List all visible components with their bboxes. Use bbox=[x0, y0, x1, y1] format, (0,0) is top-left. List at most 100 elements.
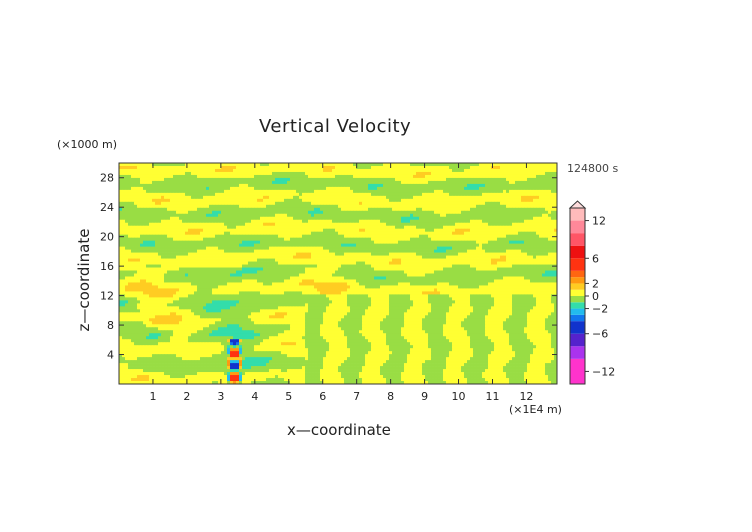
heatmap-cell bbox=[386, 165, 390, 170]
heatmap-cell bbox=[497, 231, 501, 236]
heatmap-cell bbox=[206, 171, 210, 176]
heatmap-cell bbox=[131, 228, 135, 233]
heatmap-cell bbox=[371, 255, 375, 259]
heatmap-cell bbox=[224, 189, 228, 194]
heatmap-cell bbox=[452, 237, 456, 241]
heatmap-cell bbox=[404, 249, 408, 253]
heatmap-cell bbox=[431, 189, 435, 194]
heatmap-cell bbox=[239, 228, 243, 233]
heatmap-cell bbox=[251, 183, 255, 188]
heatmap-cell bbox=[407, 207, 411, 212]
heatmap-cell bbox=[428, 237, 432, 241]
heatmap-cell bbox=[161, 174, 165, 179]
heatmap-cell bbox=[443, 204, 447, 209]
heatmap-cell bbox=[464, 249, 468, 253]
heatmap-cell bbox=[524, 258, 528, 262]
heatmap-cell bbox=[215, 243, 219, 247]
heatmap-cell bbox=[179, 168, 183, 173]
heatmap-cell bbox=[482, 201, 486, 206]
heatmap-cell bbox=[152, 261, 156, 265]
heatmap-cell bbox=[158, 213, 162, 218]
heatmap-cell bbox=[353, 261, 357, 265]
heatmap-cell bbox=[293, 234, 297, 239]
heatmap-cell bbox=[512, 243, 516, 247]
heatmap-cell bbox=[371, 234, 375, 239]
heatmap-cell bbox=[296, 234, 300, 239]
heatmap-cell bbox=[428, 171, 432, 176]
heatmap-cell bbox=[278, 163, 282, 167]
heatmap-cell bbox=[353, 252, 357, 256]
heatmap-cell bbox=[368, 222, 372, 227]
heatmap-cell bbox=[368, 252, 372, 256]
heatmap-cell bbox=[269, 261, 273, 265]
heatmap-cell bbox=[347, 198, 351, 203]
heatmap-cell bbox=[335, 231, 339, 236]
heatmap-cell bbox=[281, 201, 285, 206]
heatmap-cell bbox=[497, 246, 501, 250]
heatmap-cell bbox=[215, 237, 219, 241]
heatmap-cell bbox=[215, 207, 219, 212]
heatmap-cell bbox=[308, 258, 312, 262]
heatmap-cell bbox=[122, 168, 126, 173]
heatmap-cell bbox=[236, 186, 240, 191]
heatmap-cell bbox=[230, 261, 234, 265]
heatmap-cell bbox=[128, 201, 132, 206]
heatmap-cell bbox=[410, 246, 414, 250]
heatmap-cell bbox=[209, 255, 213, 259]
heatmap-cell bbox=[533, 195, 537, 200]
heatmap-cell bbox=[131, 213, 135, 218]
heatmap-cell bbox=[233, 258, 237, 262]
heatmap-cell bbox=[302, 225, 306, 230]
heatmap-cell bbox=[224, 210, 228, 215]
heatmap-cell bbox=[458, 171, 462, 176]
heatmap-cell bbox=[233, 165, 237, 170]
heatmap-cell bbox=[125, 183, 129, 188]
heatmap-cell bbox=[545, 258, 549, 262]
heatmap-cell bbox=[194, 195, 198, 200]
heatmap-cell bbox=[119, 165, 123, 170]
heatmap-cell bbox=[299, 252, 303, 256]
heatmap-cell bbox=[350, 168, 354, 173]
heatmap-cell bbox=[437, 243, 441, 247]
heatmap-cell bbox=[251, 261, 255, 265]
heatmap-cell bbox=[353, 163, 357, 167]
heatmap-cell bbox=[530, 195, 534, 200]
heatmap-cell bbox=[200, 249, 204, 253]
heatmap-cell bbox=[515, 192, 519, 197]
heatmap-cell bbox=[470, 183, 474, 188]
heatmap-cell bbox=[302, 195, 306, 200]
heatmap-cell bbox=[266, 258, 270, 262]
heatmap-cell bbox=[260, 234, 264, 239]
heatmap-cell bbox=[251, 252, 255, 256]
heatmap-cell bbox=[341, 261, 345, 265]
heatmap-cell bbox=[530, 198, 534, 203]
heatmap-cell bbox=[347, 243, 351, 247]
heatmap-cell bbox=[545, 252, 549, 256]
heatmap-cell bbox=[494, 165, 498, 170]
heatmap-cell bbox=[173, 195, 177, 200]
heatmap-cell bbox=[302, 163, 306, 167]
heatmap-cell bbox=[503, 219, 507, 224]
heatmap-cell bbox=[512, 174, 516, 179]
heatmap-cell bbox=[227, 231, 231, 236]
heatmap-cell bbox=[545, 186, 549, 191]
heatmap-cell bbox=[281, 222, 285, 227]
heatmap-cell bbox=[170, 261, 174, 265]
heatmap-cell bbox=[134, 171, 138, 176]
heatmap-cell bbox=[272, 216, 276, 221]
heatmap-cell bbox=[386, 246, 390, 250]
heatmap-cell bbox=[251, 177, 255, 182]
heatmap-cell bbox=[539, 231, 543, 236]
heatmap-cell bbox=[338, 252, 342, 256]
heatmap-cell bbox=[131, 234, 135, 239]
heatmap-cell bbox=[176, 207, 180, 212]
heatmap-cell bbox=[392, 243, 396, 247]
heatmap-cell bbox=[554, 168, 558, 173]
heatmap-cell bbox=[521, 183, 525, 188]
heatmap-cell bbox=[131, 201, 135, 206]
heatmap-cell bbox=[152, 213, 156, 218]
heatmap-cell bbox=[398, 210, 402, 215]
heatmap-cell bbox=[368, 189, 372, 194]
heatmap-cell bbox=[461, 240, 465, 244]
heatmap-cell bbox=[179, 163, 183, 167]
